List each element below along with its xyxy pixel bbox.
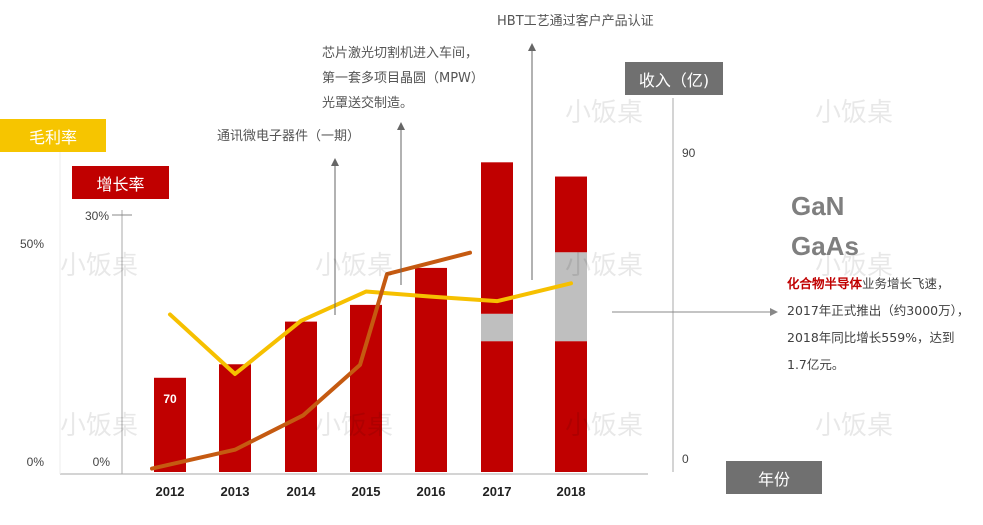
watermark: 小饭桌: [315, 251, 394, 281]
watermark: 小饭桌: [565, 98, 644, 128]
growth-tick-label: 30%: [85, 209, 109, 223]
watermark: 小饭桌: [815, 411, 894, 441]
watermark: 小饭桌: [565, 411, 644, 441]
bar-2018: [555, 176, 587, 253]
watermark: 小饭桌: [60, 251, 139, 281]
watermark: 小饭桌: [565, 251, 644, 281]
annotation-arrowhead: [528, 43, 536, 51]
watermark: 小饭桌: [815, 98, 894, 128]
margin-tick-label: 0%: [27, 455, 45, 469]
bar-2012: [154, 377, 186, 472]
watermark: 小饭桌: [60, 411, 139, 441]
x-tick-label: 2012: [156, 484, 185, 499]
margin-tick-label: 50%: [20, 237, 44, 251]
x-tick-label: 2015: [352, 484, 381, 499]
bar-2018: [555, 252, 587, 342]
bar-2017: [481, 162, 513, 314]
side-highlight: 化合物半导体: [787, 276, 863, 291]
x-tick-label: 2016: [417, 484, 446, 499]
x-tick-label: 2017: [483, 484, 512, 499]
side-description-text: 业务增长飞速，2017年正式推出（约3000万），2018年同比增长559%，达…: [787, 276, 970, 372]
annotation-arrowhead: [331, 158, 339, 166]
x-axis-title: 年份: [726, 461, 822, 494]
annotation-arrowhead: [397, 122, 405, 130]
bar-2016: [415, 267, 447, 472]
annotation-2015: 芯片激光切割机进入车间， 第一套多项目晶圆（MPW） 光罩送交制造。: [322, 41, 484, 116]
revenue-bars: 70: [154, 162, 587, 472]
annotation-2015-line: 光罩送交制造。: [322, 96, 414, 111]
growth-axis-title: 增长率: [72, 166, 169, 199]
annotation-2015-line: 第一套多项目晶圆（MPW）: [322, 71, 484, 86]
axes: [59, 98, 674, 475]
side-title-gaas: GaAs: [791, 231, 859, 261]
watermark: 小饭桌: [315, 411, 394, 441]
annotation-arrows: [331, 43, 778, 316]
bar-2015: [350, 304, 382, 472]
tick-labels: 50% 0% 30% 0% 90 0 2012 2013 2014 2015 2016 2017 201…: [20, 146, 696, 499]
bar-2017: [481, 313, 513, 342]
bar-2017: [481, 341, 513, 472]
annotation-2017: HBT工艺通过客户产品认证: [497, 14, 654, 29]
growth-tick-label: 0%: [93, 455, 111, 469]
annotation-2015-line: 芯片激光切割机进入车间，: [322, 46, 479, 61]
bar-2018: [555, 341, 587, 472]
bar-value-label: 70: [163, 392, 177, 406]
bar-2013: [219, 364, 251, 472]
revenue-axis-title: 收入（亿): [625, 62, 723, 95]
watermark: 小饭桌: [815, 251, 894, 281]
x-tick-label: 2018: [557, 484, 586, 499]
revenue-tick-label: 0: [682, 452, 689, 466]
x-tick-label: 2013: [221, 484, 250, 499]
side-title: GaN GaAs: [791, 186, 859, 266]
side-description: 化合物半导体业务增长飞速，2017年正式推出（约3000万），2018年同比增长…: [787, 270, 972, 378]
x-tick-label: 2014: [287, 484, 317, 499]
margin-axis-title: 毛利率: [0, 119, 106, 152]
side-title-gan: GaN: [791, 191, 845, 221]
bar-2014: [285, 321, 317, 472]
side-pointer-head: [770, 308, 778, 316]
line-margin: [168, 281, 573, 376]
revenue-tick-label: 90: [682, 146, 696, 160]
annotation-2014: 通讯微电子器件（一期）: [217, 129, 361, 144]
